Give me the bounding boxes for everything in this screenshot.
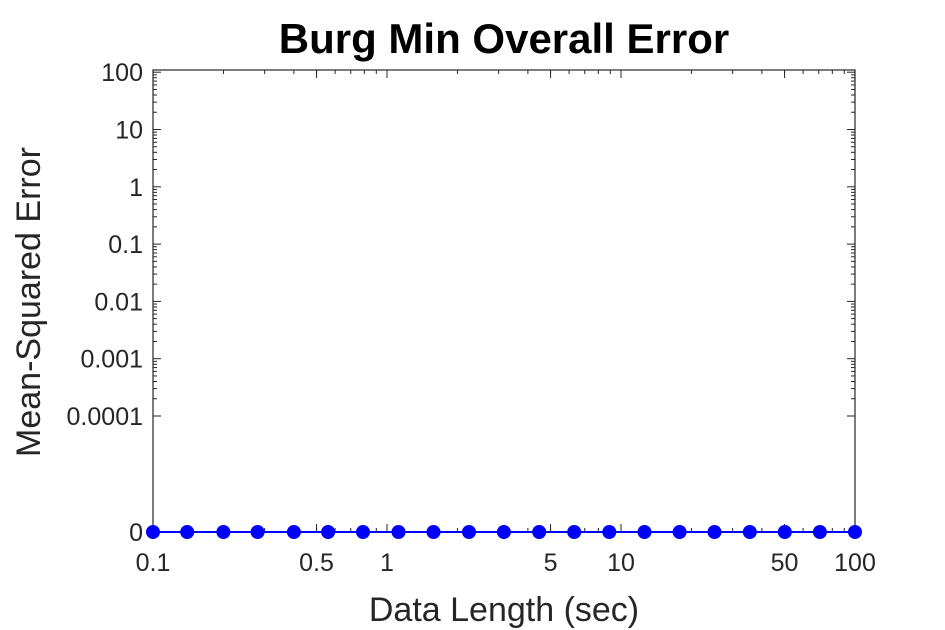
data-point [216,525,231,539]
data-point [602,525,617,539]
y-tick-label: 0.1 [108,231,143,259]
y-tick-label: 1 [129,174,143,202]
x-tick-label: 10 [607,549,635,577]
x-tick-label: 0.5 [299,549,334,577]
tick-labels: 0.1 0.5 1 5 10 50 100 0 0.0001 0.001 0.01 0.1 1 10 100 [67,59,876,577]
data-point [496,525,511,539]
data-point [848,525,862,539]
data-point [742,525,757,539]
data-point [532,525,547,539]
data-point [321,525,336,539]
data-point [567,525,582,539]
x-tick-label: 5 [544,549,558,577]
data-point [462,525,476,539]
y-tick-label: 0.0001 [67,403,143,431]
data-point [637,525,652,539]
data-series [146,525,862,539]
data-point [356,525,370,539]
data-point [707,525,722,539]
x-tick-label: 1 [380,549,394,577]
y-tick-label: 100 [101,59,143,87]
data-point [777,525,792,539]
chart-title: Burg Min Overall Error [279,15,729,62]
y-tick-label: 0 [129,519,143,547]
x-axis-label: Data Length (sec) [369,591,639,629]
data-point [426,525,441,539]
x-tick-label: 50 [771,549,799,577]
y-tick-label: 0.001 [80,346,143,374]
y-tick-label: 10 [115,117,143,145]
x-tick-label: 0.1 [136,549,171,577]
y-axis-label: Mean-Squared Error [10,147,48,457]
data-point [180,525,195,539]
y-tick-label: 0.01 [94,288,143,316]
data-point [286,525,301,539]
data-point [391,525,406,539]
data-point [146,525,160,539]
data-point [250,525,265,539]
data-point [672,525,687,539]
x-tick-label: 100 [834,549,876,577]
data-point [812,525,827,539]
